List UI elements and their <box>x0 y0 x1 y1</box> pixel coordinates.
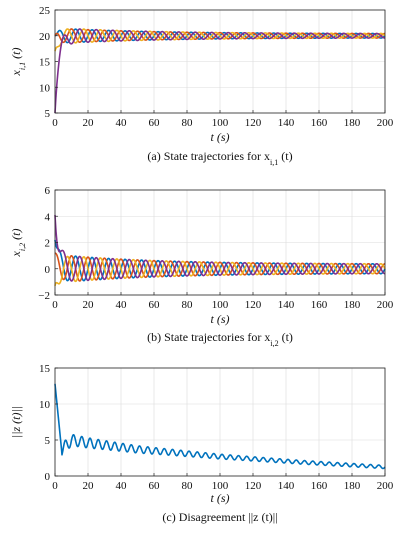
x-tick-label: 60 <box>149 480 161 492</box>
x-tick-label: 120 <box>245 299 262 311</box>
y-tick-label: 20 <box>39 31 51 43</box>
x-tick-label: 100 <box>212 117 229 129</box>
y-tick-label: 15 <box>39 57 51 69</box>
x-tick-label: 180 <box>344 299 361 311</box>
y-axis-label: xi,2 (t) <box>9 229 27 258</box>
x-tick-label: 80 <box>182 480 194 492</box>
x-tick-label: 100 <box>212 480 229 492</box>
x-axis-label: t (s) <box>211 312 230 326</box>
x-tick-label: 40 <box>116 117 128 129</box>
x-tick-label: 140 <box>278 480 295 492</box>
panel-caption: (c) Disagreement ||z (t)|| <box>162 510 277 524</box>
x-tick-label: 60 <box>149 117 161 129</box>
y-tick-label: 5 <box>45 435 51 447</box>
x-tick-label: 200 <box>377 480 394 492</box>
series-line-2 <box>54 252 386 282</box>
x-axis-label: t (s) <box>211 491 230 505</box>
x-tick-label: 60 <box>149 299 161 311</box>
x-tick-label: 140 <box>278 117 295 129</box>
x-tick-label: 20 <box>83 299 95 311</box>
x-tick-label: 80 <box>182 117 194 129</box>
x-tick-label: 160 <box>311 299 328 311</box>
panel-caption: (a) State trajectories for xi,1 (t) <box>147 149 292 167</box>
x-tick-label: 100 <box>212 299 229 311</box>
y-tick-label: −2 <box>38 290 50 302</box>
series-line-3 <box>54 255 386 287</box>
series-line-4 <box>54 214 386 282</box>
x-tick-label: 120 <box>245 117 262 129</box>
series-line-2 <box>54 28 386 44</box>
y-tick-label: 6 <box>45 185 51 197</box>
y-tick-label: 4 <box>45 211 51 223</box>
x-tick-label: 160 <box>311 480 328 492</box>
y-tick-label: 0 <box>45 264 51 276</box>
x-tick-label: 40 <box>116 299 128 311</box>
x-tick-label: 200 <box>377 117 394 129</box>
x-tick-label: 200 <box>377 299 394 311</box>
y-axis-label: xi,1 (t) <box>9 48 27 77</box>
y-tick-label: 10 <box>39 82 51 94</box>
y-tick-label: 0 <box>45 471 51 483</box>
x-tick-label: 120 <box>245 480 262 492</box>
x-tick-label: 40 <box>116 480 128 492</box>
series-line-4 <box>54 28 386 114</box>
y-tick-label: 5 <box>45 108 51 120</box>
x-axis-label: t (s) <box>211 130 230 144</box>
x-tick-label: 0 <box>52 480 58 492</box>
y-axis-label: ||z (t)|| <box>9 406 23 438</box>
y-tick-label: 25 <box>39 5 51 17</box>
series-line-1 <box>54 383 386 470</box>
x-tick-label: 180 <box>344 117 361 129</box>
x-tick-label: 140 <box>278 299 295 311</box>
x-tick-label: 0 <box>52 117 58 129</box>
x-tick-label: 0 <box>52 299 58 311</box>
y-tick-label: 10 <box>39 399 51 411</box>
y-tick-label: 2 <box>45 238 51 250</box>
panel-a: 0 20 40 60 80 100 120 140 160 180 200 5 10 15 20 25 t (s… <box>9 5 394 167</box>
x-tick-label: 20 <box>83 480 95 492</box>
x-tick-label: 20 <box>83 117 95 129</box>
x-tick-label: 160 <box>311 117 328 129</box>
x-tick-label: 180 <box>344 480 361 492</box>
panel-caption: (b) State trajectories for xi,2 (t) <box>147 330 293 348</box>
y-tick-label: 15 <box>39 363 51 375</box>
x-tick-label: 80 <box>182 299 194 311</box>
panel-c: 0 20 40 60 80 100 120 140 160 180 200 0 5 10 15 t (s) ||… <box>9 363 394 524</box>
